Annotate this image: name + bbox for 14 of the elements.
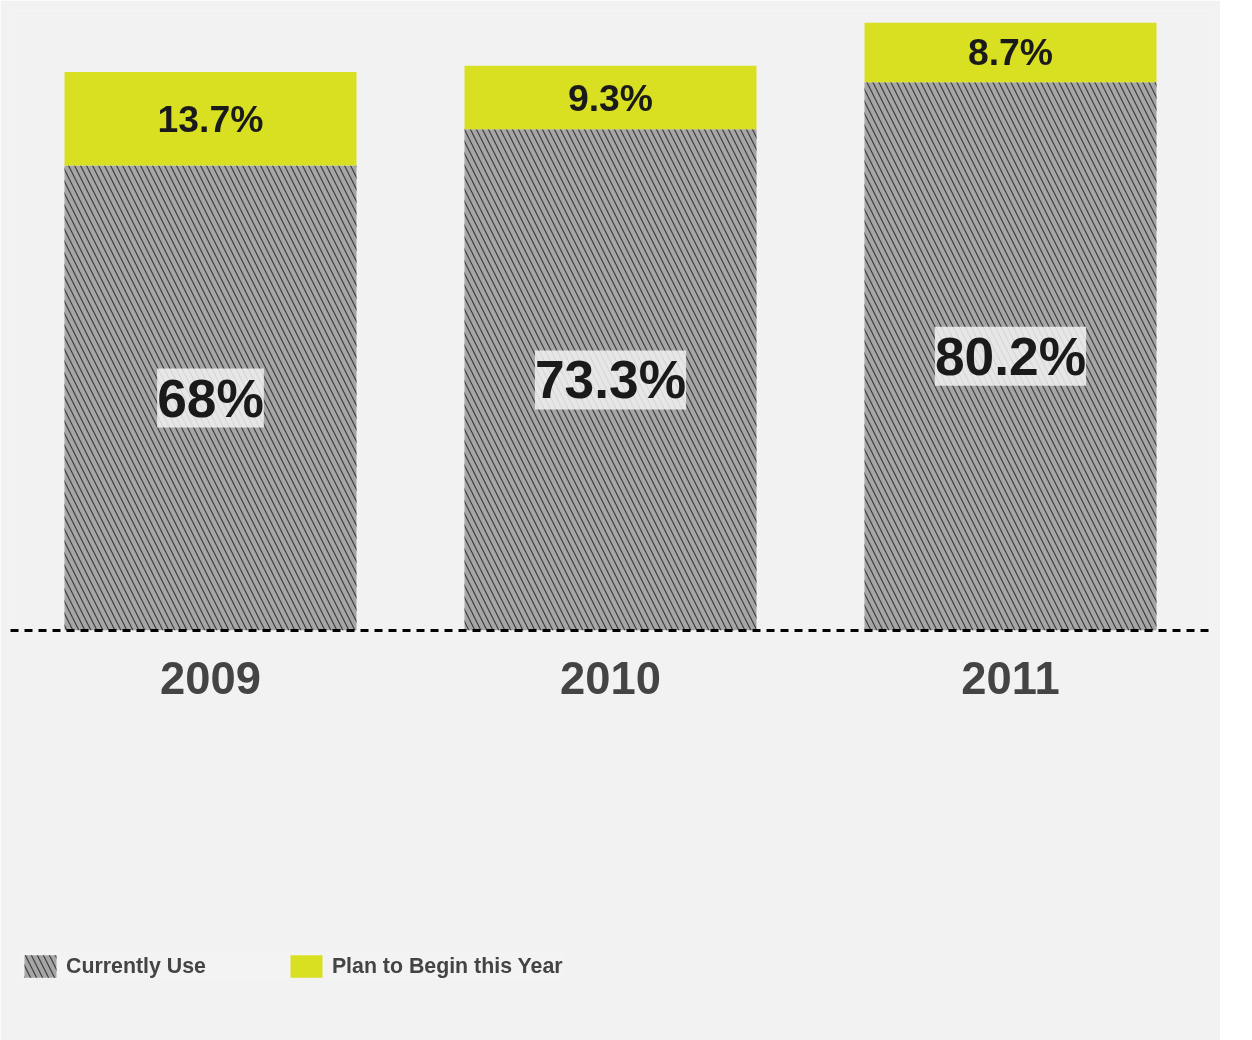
- x-tick-label: 2011: [961, 652, 1060, 704]
- data-label: 13.7%: [157, 97, 264, 140]
- data-label: 73.3%: [534, 350, 687, 410]
- data-label: 80.2%: [934, 326, 1087, 386]
- x-tick-label: 2010: [560, 652, 661, 704]
- bar: [864, 22, 1157, 83]
- data-label: 68%: [157, 368, 264, 428]
- x-tick-label: 2009: [160, 652, 261, 704]
- legend-label: Plan to Begin this Year: [331, 953, 563, 979]
- bar: [464, 65, 757, 130]
- data-label: 9.3%: [567, 76, 654, 119]
- legend-label: Currently Use: [66, 953, 206, 979]
- data-label: 8.7%: [967, 31, 1054, 74]
- bar: [64, 71, 357, 166]
